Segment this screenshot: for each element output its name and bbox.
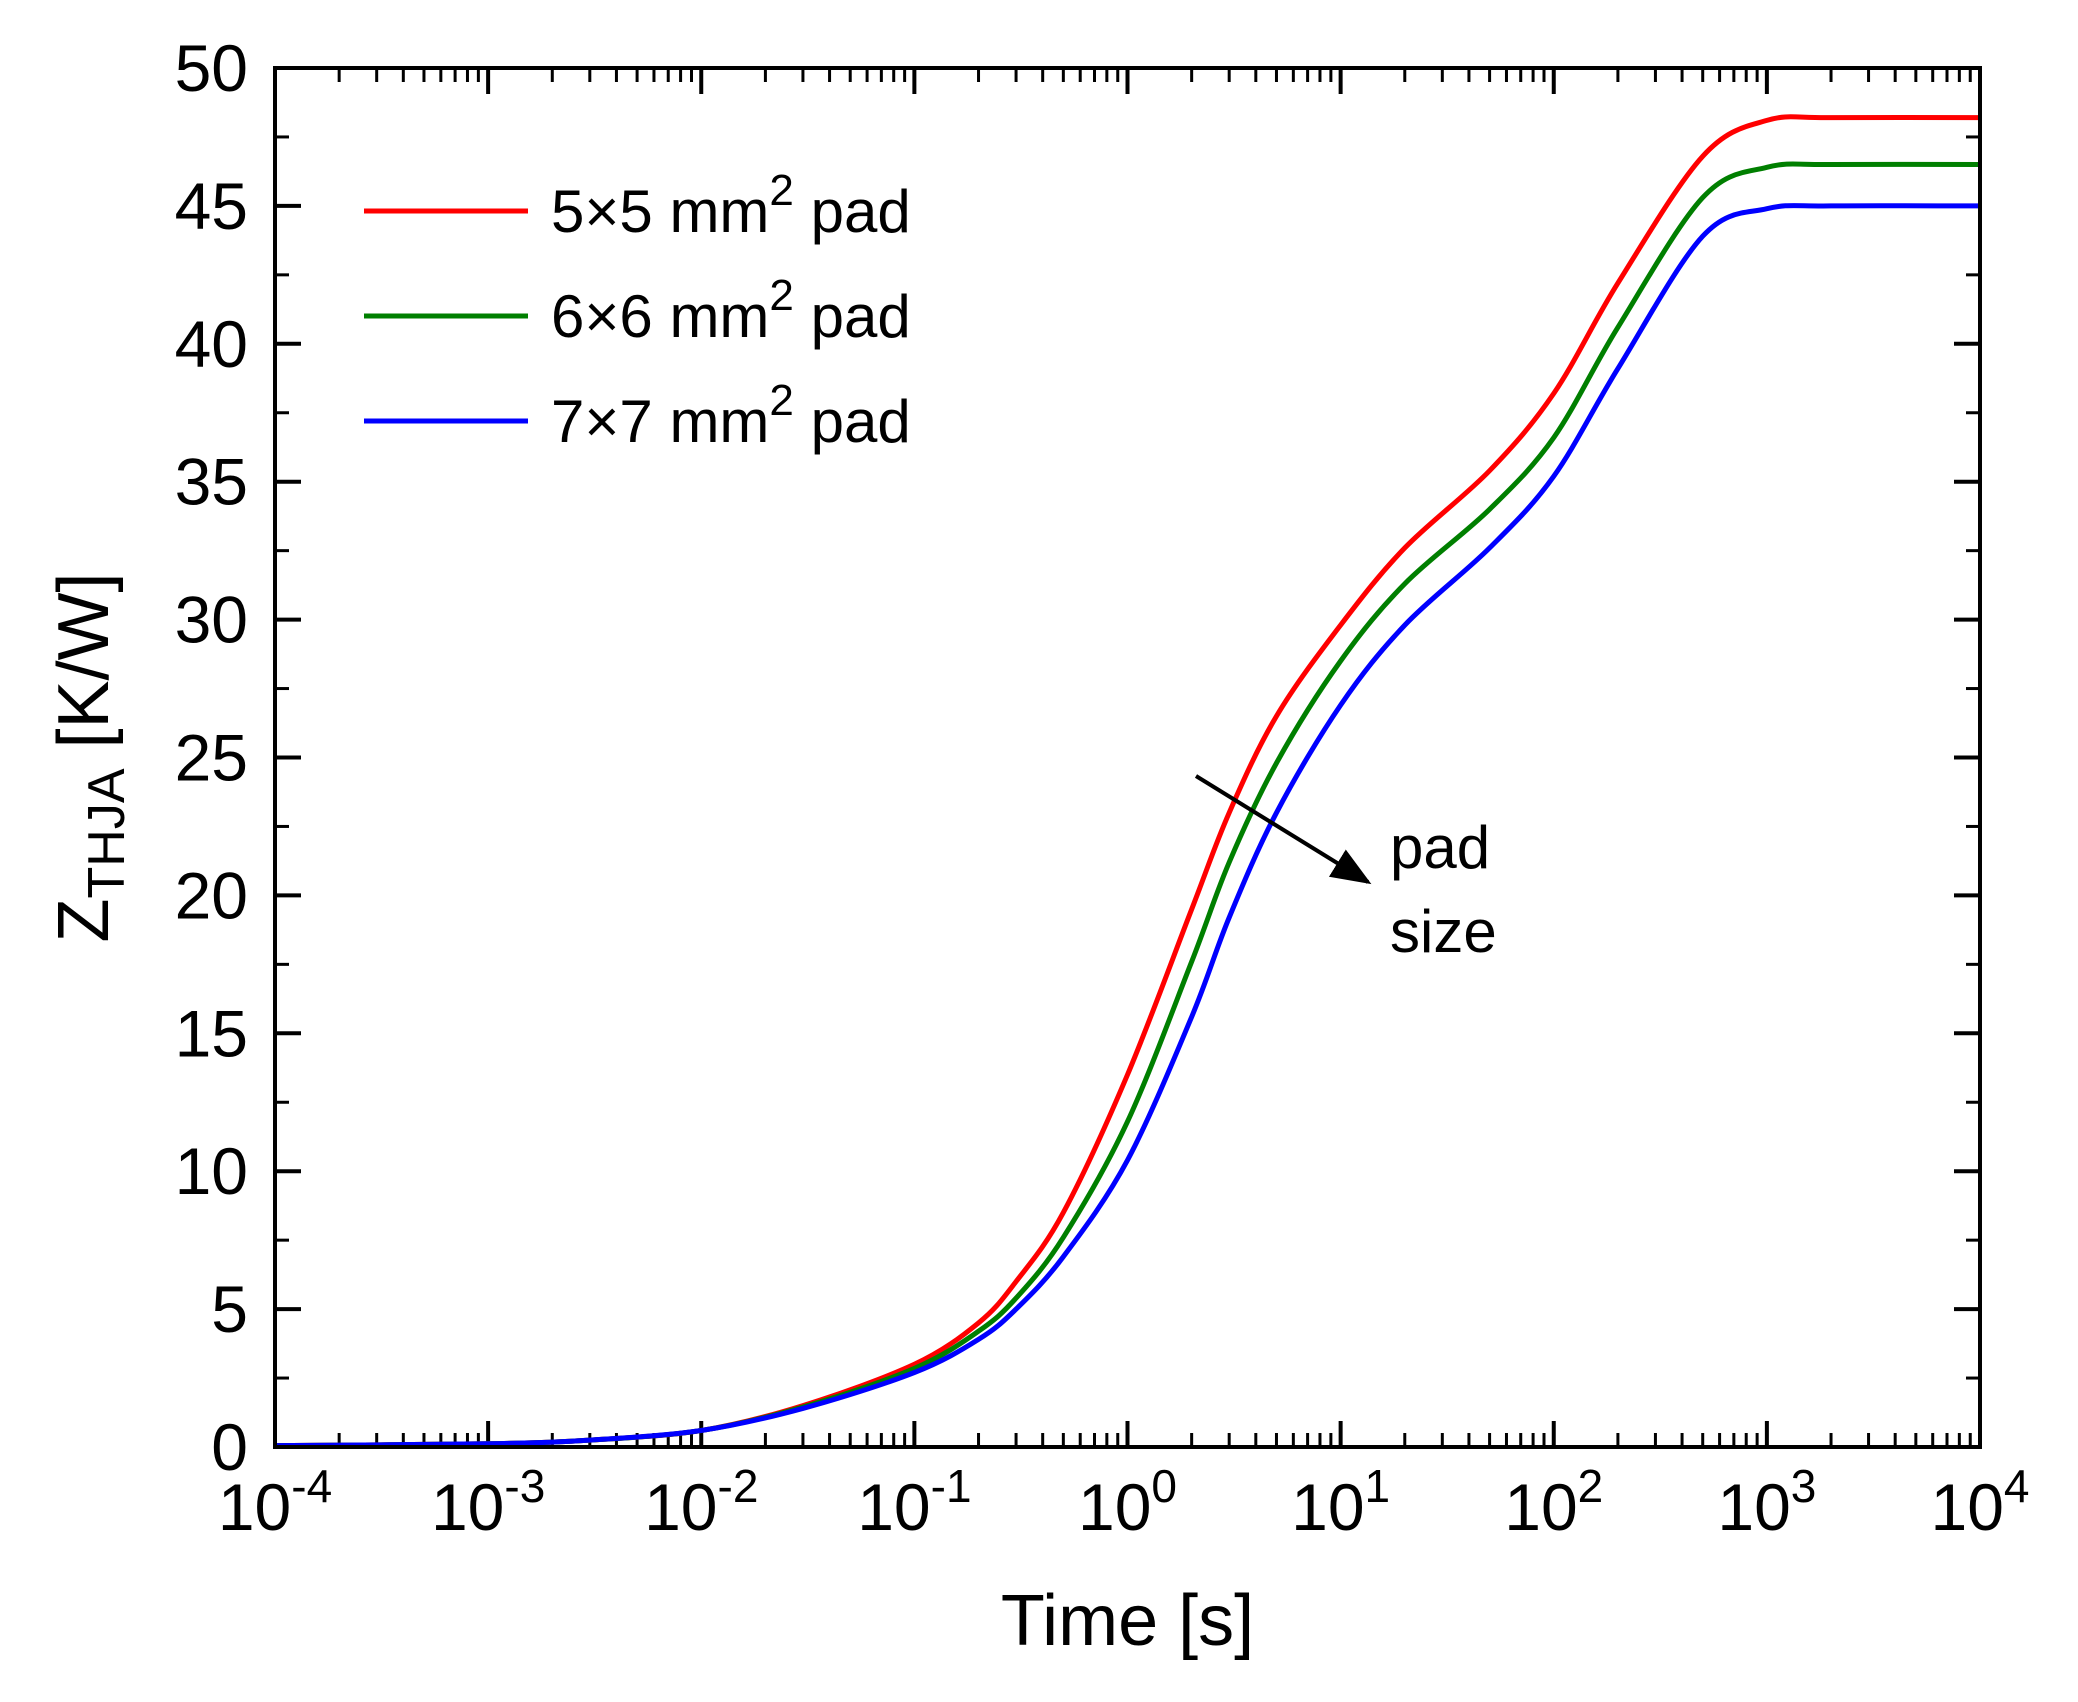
legend-label-2: 6×6 mm2 pad <box>551 271 911 350</box>
x-tick-label: 103 <box>1717 1460 1816 1544</box>
y-axis-title-subscript: THJA <box>78 768 136 898</box>
annotation-text-1: pad <box>1390 814 1490 881</box>
x-axis-title: Time [s] <box>1001 1581 1254 1661</box>
legend-label-superscript: 2 <box>769 376 793 425</box>
y-tick-label: 10 <box>175 1134 248 1208</box>
x-tick-label-exponent: -4 <box>291 1460 332 1512</box>
x-tick-label-base: 10 <box>1504 1470 1577 1544</box>
legend-label-text: 6×6 mm <box>551 283 769 350</box>
y-tick-label: 20 <box>175 858 248 932</box>
y-tick-label: 45 <box>175 169 248 243</box>
y-axis-title-unit: [K/W] <box>44 573 124 769</box>
series-line-1 <box>275 114 1980 1447</box>
x-tick-label-base: 10 <box>218 1470 291 1544</box>
x-tick-label-base: 10 <box>1291 1470 1364 1544</box>
legend-label-superscript: 2 <box>769 166 793 215</box>
series-lines <box>275 114 1980 1447</box>
legend-label-superscript: 2 <box>769 271 793 320</box>
y-tick-labels: 0 5 10 15 20 25 30 35 40 45 50 <box>175 31 248 1484</box>
legend-label-suffix: pad <box>794 283 911 350</box>
x-tick-label-exponent: -3 <box>504 1460 545 1512</box>
x-tick-labels: 10-4 10-3 10-2 10-1 100 101 102 103 104 <box>218 1460 2030 1544</box>
x-tick-label-base: 10 <box>644 1470 717 1544</box>
x-tick-label-exponent: 3 <box>1791 1460 1817 1512</box>
legend-label-3: 7×7 mm2 pad <box>551 376 911 455</box>
x-tick-label-exponent: 0 <box>1151 1460 1177 1512</box>
x-tick-label: 102 <box>1504 1460 1603 1544</box>
legend-label-text: 5×5 mm <box>551 178 769 245</box>
y-tick-label: 40 <box>175 307 248 381</box>
series-line-3 <box>275 203 1980 1447</box>
plot-frame <box>273 66 1982 1449</box>
legend-label-1: 5×5 mm2 pad <box>551 166 911 245</box>
x-tick-label: 10-2 <box>644 1460 758 1544</box>
x-tick-label: 10-3 <box>431 1460 545 1544</box>
x-tick-label-base: 10 <box>431 1470 504 1544</box>
x-tick-label-base: 10 <box>857 1470 930 1544</box>
y-tick-label: 5 <box>211 1272 248 1346</box>
pad-size-annotation: pad size <box>1194 774 1497 965</box>
y-axis-title: ZTHJA [K/W] <box>44 573 136 943</box>
y-axis-title-main: Z <box>44 899 124 943</box>
x-tick-label-base: 10 <box>1078 1470 1151 1544</box>
x-tick-label: 100 <box>1078 1460 1177 1544</box>
y-tick-label: 25 <box>175 721 248 795</box>
series-line-2 <box>275 161 1980 1447</box>
legend-label-suffix: pad <box>794 178 911 245</box>
legend-label-suffix: pad <box>794 388 911 455</box>
y-tick-label: 35 <box>175 445 248 519</box>
x-tick-label-base: 10 <box>1930 1470 2003 1544</box>
x-tick-label: 10-4 <box>218 1460 332 1544</box>
x-tick-label-exponent: 1 <box>1365 1460 1391 1512</box>
x-tick-label-exponent: 4 <box>2004 1460 2030 1512</box>
y-tick-label: 50 <box>175 31 248 105</box>
annotation-arrow <box>1194 774 1372 885</box>
x-tick-label: 10-1 <box>857 1460 971 1544</box>
y-tick-label: 0 <box>211 1410 248 1484</box>
x-tick-label-base: 10 <box>1717 1470 1790 1544</box>
x-tick-label: 104 <box>1930 1460 2029 1544</box>
y-tick-label: 30 <box>175 583 248 657</box>
x-tick-label: 101 <box>1291 1460 1390 1544</box>
legend-label-text: 7×7 mm <box>551 388 769 455</box>
y-tick-label: 15 <box>175 996 248 1070</box>
annotation-text-2: size <box>1390 898 1497 965</box>
x-tick-label-exponent: -2 <box>718 1460 759 1512</box>
axis-ticks <box>273 66 1982 1449</box>
x-tick-label-exponent: 2 <box>1578 1460 1604 1512</box>
x-tick-label-exponent: -1 <box>931 1460 972 1512</box>
